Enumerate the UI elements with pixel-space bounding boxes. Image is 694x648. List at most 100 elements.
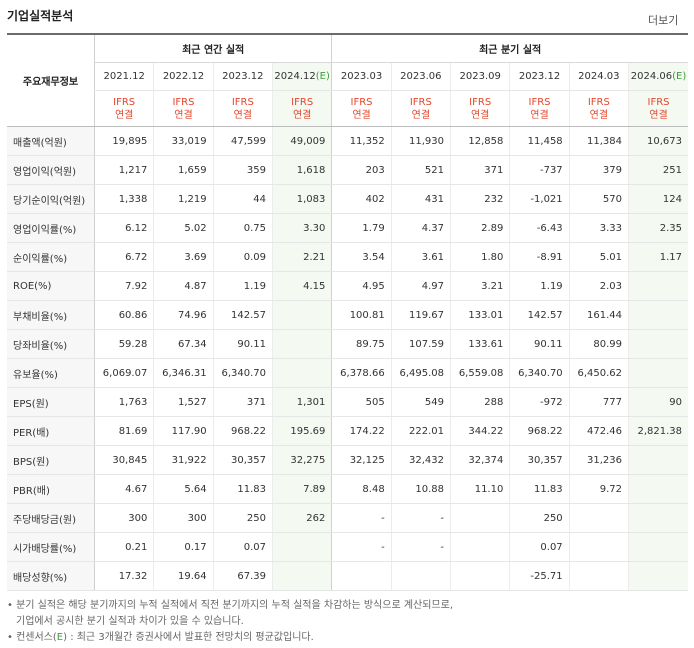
table-cell: 1,618 (271, 155, 332, 185)
table-row: PER(배) 81.69 117.90 968.22 195.69 174.22 222.0… (7, 416, 688, 446)
table-cell: 32,275 (271, 445, 332, 475)
table-cell: 3.33 (568, 213, 629, 243)
table-cell: 2.35 (628, 213, 688, 243)
table-cell: 81.69 (93, 416, 154, 446)
period-header: 2023.09 (450, 62, 510, 91)
table-cell (628, 445, 688, 475)
table-cell: 6,450.62 (568, 358, 629, 388)
table-cell: 5.01 (568, 242, 629, 272)
table-cell: 0.21 (93, 532, 154, 562)
table-cell: 133.61 (450, 329, 510, 359)
table-cell: 431 (390, 184, 451, 214)
table-cell (450, 503, 510, 533)
table-cell: 11,384 (568, 126, 629, 156)
table-cell (450, 561, 510, 591)
table-cell: 359 (212, 155, 273, 185)
table-row: 유보율(%) 6,069.07 6,346.31 6,340.70 6,378.66 6,… (7, 358, 688, 388)
table-cell (628, 271, 688, 301)
table-cell: 262 (271, 503, 332, 533)
table-cell: - (390, 503, 451, 533)
period-header: 2022.12 (153, 62, 214, 91)
table-cell: 3.61 (390, 242, 451, 272)
ifrs-label: IFRS 연결 (568, 90, 629, 127)
table-cell: 33,019 (153, 126, 214, 156)
table-cell: 90.11 (212, 329, 273, 359)
row-label: 부채비율(%) (7, 300, 95, 330)
table-cell: -1,021 (509, 184, 570, 214)
table-cell (568, 503, 629, 533)
table-cell: 344.22 (450, 416, 510, 446)
row-label: 당좌비율(%) (7, 329, 95, 359)
table-cell: 59.28 (93, 329, 154, 359)
table-cell: 250 (212, 503, 273, 533)
table-cell (628, 474, 688, 504)
table-cell: 6,346.31 (153, 358, 214, 388)
table-cell: 7.89 (271, 474, 332, 504)
table-cell: 570 (568, 184, 629, 214)
row-label: PER(배) (7, 416, 95, 446)
table-cell: 300 (93, 503, 154, 533)
row-label: EPS(원) (7, 387, 95, 417)
table-row: 부채비율(%) 60.86 74.96 142.57 100.81 119.67 133.0… (7, 300, 688, 330)
table-cell: 968.22 (509, 416, 570, 446)
table-cell: 1,217 (93, 155, 154, 185)
table-cell: 2.89 (450, 213, 510, 243)
table-cell: 11.83 (212, 474, 273, 504)
period-header: 2023.03 (331, 62, 392, 91)
table-cell: - (331, 532, 392, 562)
table-cell: 30,357 (509, 445, 570, 475)
period-header: 2024.06(E) (628, 62, 688, 91)
table-cell: 3.69 (153, 242, 214, 272)
table-cell (628, 329, 688, 359)
table-cell: 222.01 (390, 416, 451, 446)
table-cell: 5.02 (153, 213, 214, 243)
row-label: 배당성향(%) (7, 561, 95, 591)
table-cell (568, 561, 629, 591)
table-cell (390, 561, 451, 591)
table-cell: 549 (390, 387, 451, 417)
ifrs-label: IFRS 연결 (153, 90, 214, 127)
table-cell: 117.90 (153, 416, 214, 446)
table-cell: 3.30 (271, 213, 332, 243)
table-cell: 174.22 (331, 416, 392, 446)
table-cell: 6,495.08 (390, 358, 451, 388)
table-cell: 6,559.08 (450, 358, 510, 388)
row-label: 유보율(%) (7, 358, 95, 388)
footnotes: • 분기 실적은 해당 분기까지의 누적 실적에서 직전 분기까지의 누적 실적… (7, 598, 453, 646)
key-header: 주요재무정보 (7, 34, 95, 127)
table-cell: 119.67 (390, 300, 451, 330)
table-cell: 1.19 (509, 271, 570, 301)
ifrs-label: IFRS 연결 (93, 90, 154, 127)
table-cell: 4.95 (331, 271, 392, 301)
more-link[interactable]: 더보기 (648, 14, 679, 27)
table-cell: -737 (509, 155, 570, 185)
row-label: 주당배당금(원) (7, 503, 95, 533)
table-cell: 47,599 (212, 126, 273, 156)
table-row: 순이익률(%) 6.72 3.69 0.09 2.21 3.54 3.61 1.80 -8.91… (7, 242, 688, 272)
table-row: 주당배당금(원) 300 300 250 262- -250 (7, 503, 688, 533)
ifrs-label: IFRS 연결 (628, 90, 688, 127)
period-header: 2023.06 (390, 62, 451, 91)
table-cell: 11,930 (390, 126, 451, 156)
table-row: PBR(배) 4.67 5.64 11.83 7.89 8.48 10.88 11.10 11.… (7, 474, 688, 504)
footnote-1-cont: 기업에서 공시한 분기 실적과 차이가 있을 수 있습니다. (16, 616, 244, 627)
table-row: 당좌비율(%) 59.28 67.34 90.11 89.75 107.59 133.61 9… (7, 329, 688, 359)
table-cell (271, 358, 332, 388)
row-label: 영업이익률(%) (7, 213, 95, 243)
table-cell: 17.32 (93, 561, 154, 591)
table-cell: 31,922 (153, 445, 214, 475)
row-label: 영업이익(억원) (7, 155, 95, 185)
table-cell: 100.81 (331, 300, 392, 330)
period-header: 2024.12(E) (271, 62, 332, 91)
table-cell (628, 503, 688, 533)
table-cell: 6,340.70 (509, 358, 570, 388)
table-cell: 379 (568, 155, 629, 185)
row-label: 당기순이익(억원) (7, 184, 95, 214)
row-label: 순이익률(%) (7, 242, 95, 272)
table-cell: 19,895 (93, 126, 154, 156)
table-cell: 30,357 (212, 445, 273, 475)
period-header: 2024.03 (568, 62, 629, 91)
table-cell: 1,301 (271, 387, 332, 417)
table-row: 배당성향(%) 17.32 19.64 67.39 -25.71 (7, 561, 688, 591)
table-cell: 11.10 (450, 474, 510, 504)
